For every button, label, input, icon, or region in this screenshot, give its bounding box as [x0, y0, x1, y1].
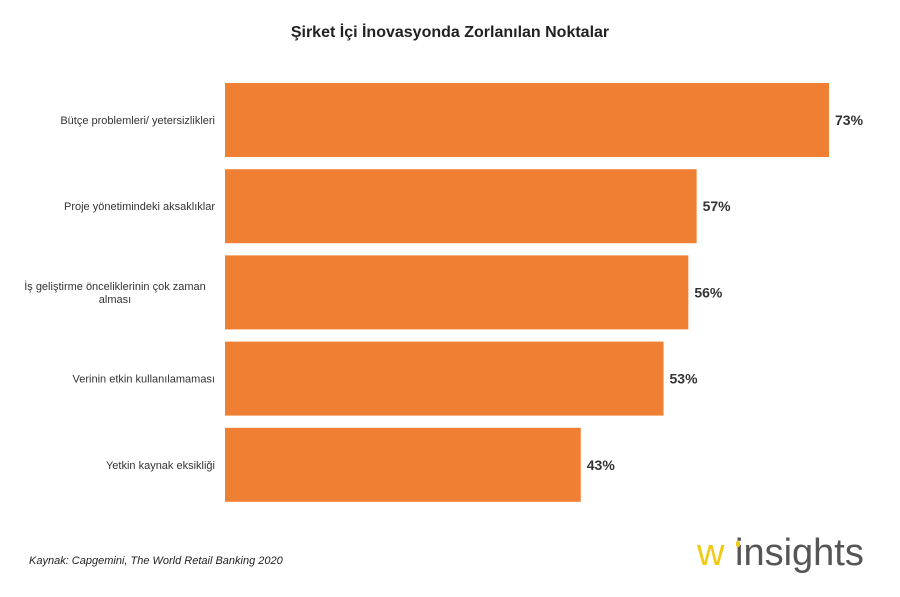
- data-label: 57%: [703, 198, 732, 214]
- bar: [225, 341, 664, 416]
- insights-logo: w insights: [697, 532, 864, 574]
- bar: [225, 83, 829, 157]
- data-label: 53%: [670, 371, 699, 387]
- category-label: Yetkin kaynak eksikliği: [106, 460, 215, 472]
- chart-title: Şirket İçi İnovasyonda Zorlanılan Noktal…: [290, 24, 610, 41]
- data-label: 56%: [694, 284, 723, 300]
- bar: [225, 255, 689, 330]
- category-label: Proje yönetimindeki aksaklıklar: [64, 201, 215, 213]
- data-label: 43%: [587, 457, 616, 473]
- category-label: İş geliştirme önceliklerinin çok zaman al…: [24, 280, 206, 306]
- bar: [225, 169, 697, 244]
- category-label: Verinin etkin kullanılamaması: [73, 374, 215, 386]
- data-label: 73%: [835, 112, 864, 128]
- category-label: Bütçe problemleri/ yetersizlikleri: [60, 115, 215, 127]
- bar: [225, 427, 581, 502]
- source-note: Kaynak: Capgemini, The World Retail Bank…: [29, 555, 283, 567]
